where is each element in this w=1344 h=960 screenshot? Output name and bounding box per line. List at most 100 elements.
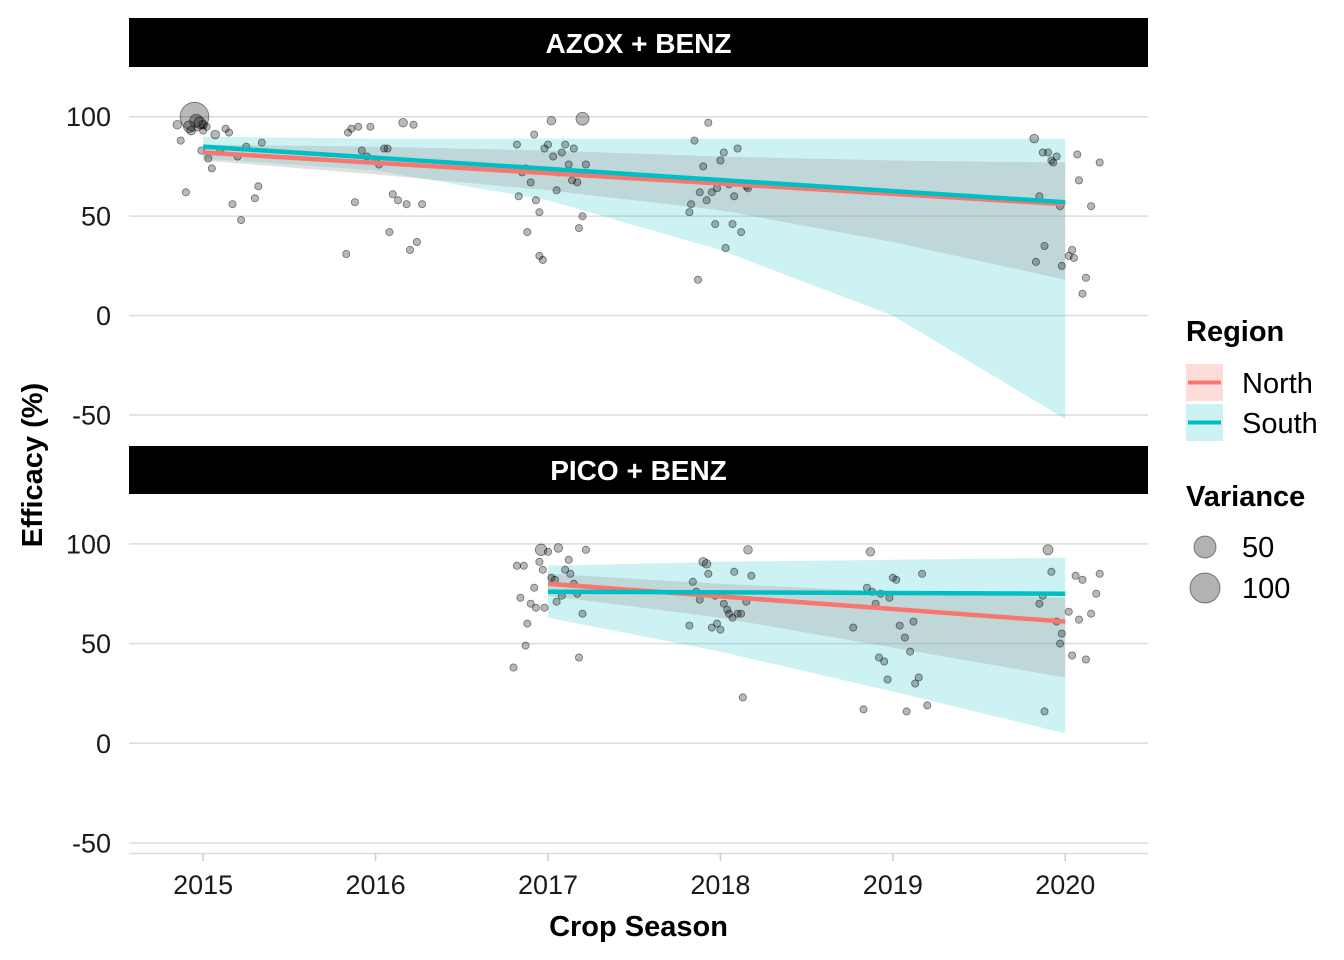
data-point — [1029, 133, 1039, 144]
y-tick-label: -50 — [72, 829, 111, 859]
data-point — [575, 111, 590, 126]
data-point — [702, 196, 711, 205]
data-point — [1078, 289, 1087, 298]
data-point — [514, 192, 523, 201]
data-point — [521, 641, 530, 650]
data-point — [512, 561, 521, 570]
ribbon-north — [203, 144, 1066, 280]
data-point — [918, 569, 927, 578]
data-point — [1052, 152, 1061, 161]
data-point — [575, 224, 584, 233]
data-point — [1095, 569, 1104, 578]
data-point — [342, 249, 351, 258]
data-point — [690, 136, 699, 145]
data-point — [535, 208, 544, 217]
data-point — [564, 555, 573, 564]
panel-2-ribbons — [548, 557, 1066, 734]
data-point — [719, 599, 728, 608]
data-point — [721, 243, 730, 252]
data-point — [354, 122, 363, 131]
data-point — [711, 220, 720, 229]
data-point — [1040, 707, 1049, 716]
data-point — [581, 545, 590, 554]
data-point — [207, 164, 216, 173]
data-point — [409, 120, 418, 129]
data-point — [747, 571, 756, 580]
data-point — [561, 565, 570, 574]
data-point — [716, 156, 725, 165]
y-tick-label: 50 — [81, 629, 111, 659]
data-point — [405, 245, 414, 254]
data-point — [1087, 609, 1096, 618]
data-point — [398, 117, 408, 128]
data-point — [412, 237, 421, 246]
data-point — [540, 603, 549, 612]
data-point — [875, 653, 884, 662]
data-point — [1057, 629, 1066, 638]
data-point — [1087, 202, 1096, 211]
x-tick-label: 2015 — [173, 870, 233, 900]
data-point — [224, 128, 233, 137]
ribbon-north — [548, 573, 1066, 678]
data-point — [523, 228, 532, 237]
data-point — [552, 186, 561, 195]
data-point — [578, 212, 587, 221]
data-point — [250, 194, 259, 203]
data-point — [531, 196, 540, 205]
data-point — [687, 200, 696, 209]
data-point — [176, 136, 185, 145]
data-point — [1040, 241, 1049, 250]
data-point — [728, 220, 737, 229]
data-point — [366, 122, 375, 131]
data-point — [694, 275, 703, 284]
data-point — [902, 707, 911, 716]
data-point — [892, 575, 901, 584]
data-point — [719, 148, 728, 157]
data-point — [880, 657, 889, 666]
legend-label-north: North — [1242, 368, 1313, 400]
legend-variance-title: Variance — [1186, 481, 1305, 513]
data-point — [1081, 655, 1090, 664]
data-point — [737, 228, 746, 237]
legend-variance-label-50: 50 — [1242, 532, 1274, 564]
data-point — [685, 208, 694, 217]
trend-line-south — [547, 589, 1066, 596]
legend-label-south: South — [1242, 408, 1318, 440]
data-point — [526, 599, 535, 608]
data-point — [257, 138, 266, 147]
data-point — [530, 130, 539, 139]
y-tick-label: 100 — [66, 529, 111, 559]
panel-2-strip — [129, 446, 1148, 494]
data-point — [1044, 148, 1053, 157]
data-point — [509, 663, 518, 672]
data-point — [1069, 253, 1078, 262]
y-tick-label: 0 — [96, 301, 111, 331]
legend-variance-key-100 — [1189, 572, 1221, 604]
data-point — [350, 198, 359, 207]
data-point — [906, 647, 915, 656]
y-tick-label: 50 — [81, 202, 111, 232]
legend-variance-key-50 — [1193, 535, 1217, 559]
data-point — [1057, 261, 1066, 270]
data-point — [704, 569, 713, 578]
data-point — [914, 673, 923, 682]
trend-line-north — [202, 150, 1066, 207]
data-point — [526, 178, 535, 187]
data-point — [1092, 589, 1101, 598]
data-point — [552, 597, 561, 606]
panel-1-strip — [129, 18, 1148, 67]
data-point — [204, 154, 213, 163]
data-point — [347, 124, 356, 133]
data-point — [730, 567, 739, 576]
data-point — [561, 140, 570, 149]
data-point — [549, 152, 558, 161]
data-point — [1049, 158, 1058, 167]
data-point — [743, 545, 753, 555]
x-tick-label: 2016 — [346, 870, 406, 900]
data-point — [1064, 607, 1073, 616]
data-point — [564, 160, 573, 169]
data-point — [566, 569, 575, 578]
data-point — [1031, 257, 1040, 266]
data-point — [228, 200, 237, 209]
